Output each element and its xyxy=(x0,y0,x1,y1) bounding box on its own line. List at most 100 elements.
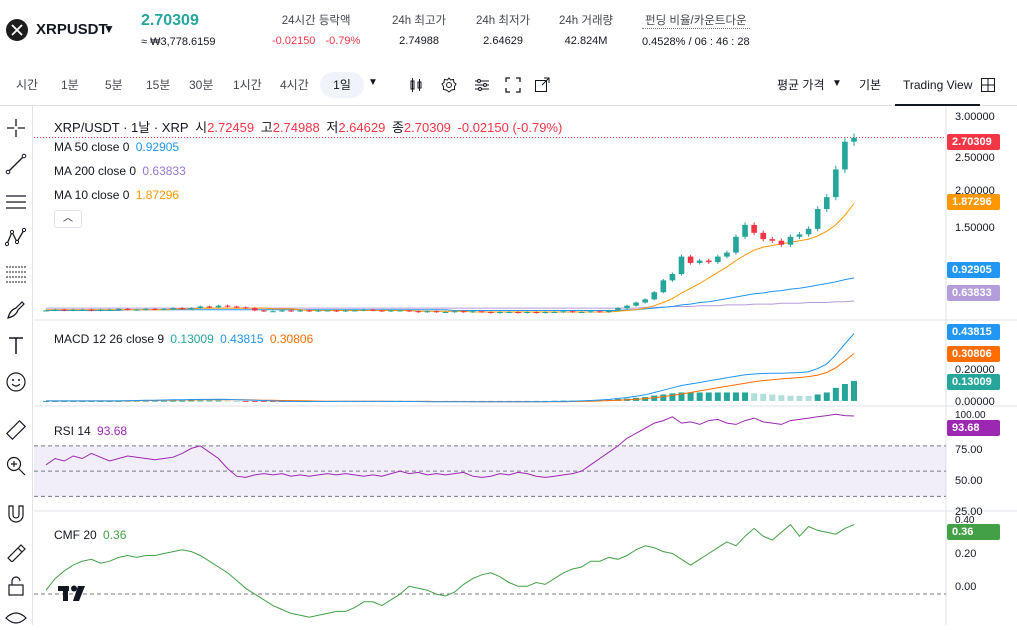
candle xyxy=(170,308,176,310)
text-tool-icon[interactable] xyxy=(4,334,28,358)
legend-open-label: 시 xyxy=(195,120,208,135)
candle xyxy=(179,308,185,310)
ruler-icon[interactable] xyxy=(4,418,28,442)
indicators-sliders-icon[interactable] xyxy=(474,77,490,93)
candle xyxy=(70,309,77,311)
rsi-value: 93.68 xyxy=(97,424,128,438)
trend-line-icon[interactable] xyxy=(4,152,28,176)
pattern-icon[interactable] xyxy=(4,226,28,250)
tab-basic[interactable]: 기본 xyxy=(859,78,882,92)
timeframe-time[interactable]: 시간 xyxy=(16,78,39,92)
macd-histogram-bar xyxy=(179,400,186,402)
snapshot-export-icon[interactable] xyxy=(534,77,550,93)
stat-label[interactable]: 펀딩 비율/카운트다운 xyxy=(642,12,750,29)
timeframe-dropdown-icon[interactable]: ▼ xyxy=(368,77,378,88)
macd-histogram-bar xyxy=(714,392,721,401)
ma200-label: MA 200 close 0 xyxy=(54,164,137,178)
candle xyxy=(551,312,558,314)
macd-histogram-bar xyxy=(206,400,213,402)
fullscreen-icon[interactable] xyxy=(505,77,521,93)
macd-histogram-bar xyxy=(678,392,685,401)
ma10-legend[interactable]: MA 10 close 0 1.87296 xyxy=(54,188,182,202)
candle xyxy=(143,308,149,310)
timeframe-4h[interactable]: 4시간 xyxy=(280,78,309,92)
candle-type-icon[interactable] xyxy=(408,77,424,93)
visibility-icon[interactable] xyxy=(4,606,28,630)
horizontal-lines-icon[interactable] xyxy=(4,190,28,214)
fib-retracement-icon[interactable] xyxy=(4,262,28,286)
candle xyxy=(297,310,304,312)
candle xyxy=(215,305,222,308)
candle xyxy=(206,306,213,308)
zoom-in-icon[interactable] xyxy=(4,454,28,478)
settings-gear-icon[interactable] xyxy=(441,77,457,93)
cmf-line xyxy=(45,523,855,618)
cmf-legend[interactable]: CMF 20 0.36 xyxy=(54,528,129,542)
candle xyxy=(606,310,612,313)
legend-close: 2.70309 xyxy=(403,120,451,135)
ma200-price-label: 0.63833 xyxy=(947,285,1000,301)
ma200-legend[interactable]: MA 200 close 0 0.63833 xyxy=(54,164,189,178)
symbol-name[interactable]: XRPUSDT xyxy=(36,21,108,38)
macd-histogram-bar xyxy=(215,400,222,402)
lock-icon[interactable] xyxy=(4,574,28,598)
timeframe-1m[interactable]: 1분 xyxy=(61,78,79,92)
candle xyxy=(687,256,694,263)
tradingview-logo-icon xyxy=(58,580,88,604)
candle xyxy=(324,310,331,312)
macd-histogram-bar xyxy=(142,400,149,402)
macd-histogram-bar xyxy=(43,400,49,402)
crosshair-icon[interactable] xyxy=(4,116,28,140)
candle xyxy=(814,209,821,229)
macd-histogram-bar xyxy=(233,400,240,402)
timeframe-1h[interactable]: 1시간 xyxy=(233,78,262,92)
macd-histogram-bar xyxy=(823,392,830,401)
candle xyxy=(633,302,639,306)
candle xyxy=(242,307,249,309)
candle xyxy=(52,309,58,311)
candle xyxy=(478,311,485,313)
layout-grid-icon[interactable] xyxy=(980,77,996,93)
price-tick: 2.50000 xyxy=(955,152,995,164)
candle xyxy=(796,234,803,237)
macd-histogram-bar xyxy=(660,394,667,401)
candle xyxy=(596,311,603,313)
macd-histogram-bar xyxy=(751,393,758,401)
timeframe-5m[interactable]: 5분 xyxy=(105,78,123,92)
last-price: 2.70309 xyxy=(141,12,199,29)
ma10-line xyxy=(46,203,855,313)
tab-trading-view[interactable]: Trading View xyxy=(895,64,981,106)
stat-24h-high: 24h 최고가 2.74988 xyxy=(392,12,446,47)
candle xyxy=(397,310,403,312)
rsi-legend[interactable]: RSI 14 93.68 xyxy=(54,424,130,438)
ma50-label: MA 50 close 0 xyxy=(54,140,130,154)
rsi-tick: 50.00 xyxy=(955,475,983,487)
price-type-dropdown-icon[interactable]: ▼ xyxy=(832,78,842,89)
price-tick: 3.00000 xyxy=(955,111,995,123)
candle xyxy=(451,311,458,313)
magnet-icon[interactable] xyxy=(4,502,28,526)
lock-drawing-icon[interactable] xyxy=(4,538,28,562)
candle xyxy=(587,311,594,313)
macd-hist-label: 0.13009 xyxy=(947,374,1000,390)
chart-area[interactable]: XRP/USDT · 1날 · XRP 시2.72459 고2.74988 저2… xyxy=(34,106,1017,625)
change-percent: -0.79% xyxy=(325,35,361,47)
macd-histogram-bar xyxy=(705,392,712,401)
timeframe-1d[interactable]: 1일 xyxy=(320,72,364,98)
price-type-select[interactable]: 평균 가격 xyxy=(777,78,825,92)
timeframe-30m[interactable]: 30분 xyxy=(189,78,214,92)
macd-histogram-bar xyxy=(79,400,86,402)
symbol-dropdown-icon[interactable]: ▼ xyxy=(103,22,115,36)
ma50-legend[interactable]: MA 50 close 0 0.92905 xyxy=(54,140,182,154)
collapse-legend-button[interactable]: ︿ xyxy=(54,210,82,228)
macd-legend[interactable]: MACD 12 26 close 9 0.13009 0.43815 0.308… xyxy=(54,332,316,346)
emoji-icon[interactable] xyxy=(4,370,28,394)
chart-canvas[interactable] xyxy=(34,106,1017,625)
macd-histogram-bar xyxy=(151,400,158,402)
macd-histogram-bar xyxy=(242,400,249,402)
timeframe-15m[interactable]: 15분 xyxy=(146,78,171,92)
candle xyxy=(651,292,658,300)
cmf-value: 0.36 xyxy=(103,528,127,542)
brush-icon[interactable] xyxy=(4,298,28,322)
macd-label: MACD 12 26 close 9 xyxy=(54,332,165,346)
